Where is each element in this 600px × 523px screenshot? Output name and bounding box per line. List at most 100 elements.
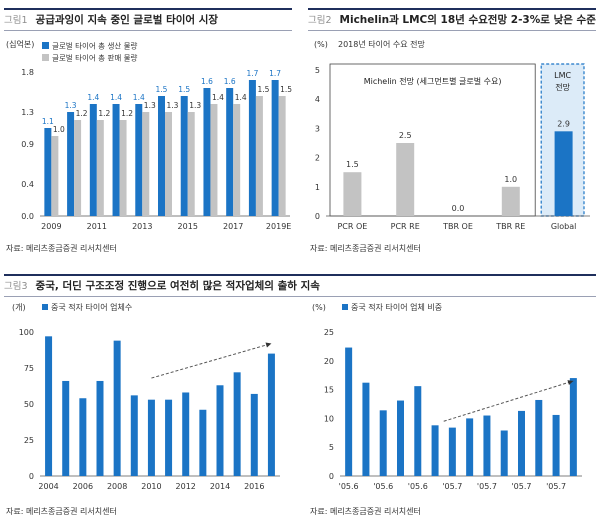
chart-china-loss-tire-count: (개) 중국 적자 타이어 업체수 0 25 50 75 100 2004 2006 2008 20… [12,302,280,491]
data-label: 1.0 [504,175,517,184]
bar-sales [187,112,195,216]
chart-tire-demand-forecast: (%) 2018년 타이어 수요 전망 0 1 2 3 4 5 Michelin 전망 (세그먼… [314,39,590,231]
y-tick-label: 20 [324,357,334,366]
bar-sales [74,120,82,216]
x-tick-label: '05.7 [511,482,531,491]
bar [147,399,155,476]
bar [216,385,224,476]
bar [130,395,138,476]
data-label-sales: 1.3 [189,101,201,110]
bar [431,425,439,476]
x-tick-label: Global [551,222,577,231]
x-tick-label: 2015 [178,222,198,231]
x-tick-label: '05.7 [477,482,497,491]
data-label-sales: 1.5 [257,85,269,94]
figure-number: 그림2 [308,15,332,26]
data-label-production: 1.4 [87,93,99,102]
y-tick-label: 5 [315,66,320,75]
x-tick-label: 2010 [141,482,161,491]
bar [569,378,577,476]
data-label-sales: 1.4 [212,93,224,102]
bar [96,380,104,476]
data-label-sales: 1.0 [53,125,65,134]
bar [379,410,387,476]
y-tick-label: 25 [24,436,34,445]
data-label-sales: 1.3 [167,101,179,110]
bar [397,400,404,476]
trend-arrow-head [265,342,272,348]
michelin-group-label: Michelin 전망 (세그먼트별 글로벌 수요) [364,76,502,86]
bar-sales [142,112,150,216]
bar [267,353,275,476]
data-label-production: 1.7 [246,69,258,78]
bar-production [203,88,211,216]
figure-number: 그림3 [4,281,28,292]
data-label-production: 1.1 [42,117,54,126]
figure-number: 그림1 [4,15,28,26]
data-label-sales: 1.4 [235,93,247,102]
bar-sales [96,120,104,216]
bar-production [271,80,279,216]
y-tick-label: 10 [324,414,334,423]
trend-arrow-line [443,380,574,422]
bar [362,382,370,476]
chart-china-loss-tire-share: (%) 중국 적자 타이어 업체 비중 0 5 10 15 20 25 '05.6 '05.6 '0… [312,302,582,491]
y-tick-label: 15 [324,386,334,395]
legend-label: 중국 적자 타이어 업체 비중 [351,302,442,312]
bar-production [67,112,75,216]
bar [483,415,491,476]
bar [250,393,258,476]
legend-label: 중국 적자 타이어 업체수 [51,302,132,312]
y-tick-label: 0 [315,212,320,221]
data-label: 0.0 [452,204,465,213]
bar [345,347,353,476]
data-label-production: 1.4 [110,93,122,102]
x-tick-label: TBR RE [495,222,525,231]
data-label-production: 1.3 [65,101,77,110]
bar [62,380,70,476]
bar-demand [343,172,362,216]
x-tick-label: PCR RE [391,222,420,231]
y-tick-label: 0.4 [21,180,34,189]
panel-title-3: 그림3 중국, 더딘 구조조정 진행으로 여전히 많은 적자업체의 출하 지속 [4,274,596,297]
figure-title: Michelin과 LMC의 18년 수요전망 2-3%로 낮은 수준 [339,14,596,26]
figure-title: 공급과잉이 지속 중인 글로벌 타이어 시장 [35,14,219,26]
trend-arrow-head [567,380,574,386]
panel-title-1: 그림1 공급과잉이 지속 중인 글로벌 타이어 시장 [4,8,292,31]
bar-sales [255,96,263,216]
bar [448,427,456,476]
bar [500,430,508,476]
y-tick-label: 5 [329,443,334,452]
y-tick-label: 4 [315,95,320,104]
x-tick-label: '05.7 [442,482,462,491]
data-label-production: 1.5 [156,85,168,94]
data-label: 1.5 [346,160,359,169]
bar-demand [554,131,573,216]
bar [165,399,173,476]
source-note: 자료: 메리츠종금증권 리서치센터 [310,244,421,253]
data-label-production: 1.6 [224,77,236,86]
y-tick-label: 75 [24,364,34,373]
source-note: 자료: 메리츠종금증권 리서치센터 [6,507,117,516]
bar-demand [501,186,520,216]
bar-sales [278,96,286,216]
bar [199,409,207,476]
bar [535,399,543,476]
trend-arrow-line [151,343,272,379]
y-tick-label: 0.0 [21,212,34,221]
y-tick-label: 0 [329,472,334,481]
bar [414,386,422,476]
data-label-sales: 1.2 [76,109,88,118]
data-label-production: 1.4 [133,93,145,102]
bar-production [44,128,52,216]
bar-sales [233,104,241,216]
y-tick-label: 100 [19,328,34,337]
x-tick-label: 2014 [210,482,230,491]
x-tick-label: '05.6 [339,482,359,491]
y-tick-label: 3 [315,124,320,133]
x-tick-label: '05.6 [408,482,428,491]
bar-production [248,80,256,216]
legend-swatch [342,304,348,310]
y-tick-label: 0 [29,472,34,481]
data-label: 2.9 [557,119,570,128]
